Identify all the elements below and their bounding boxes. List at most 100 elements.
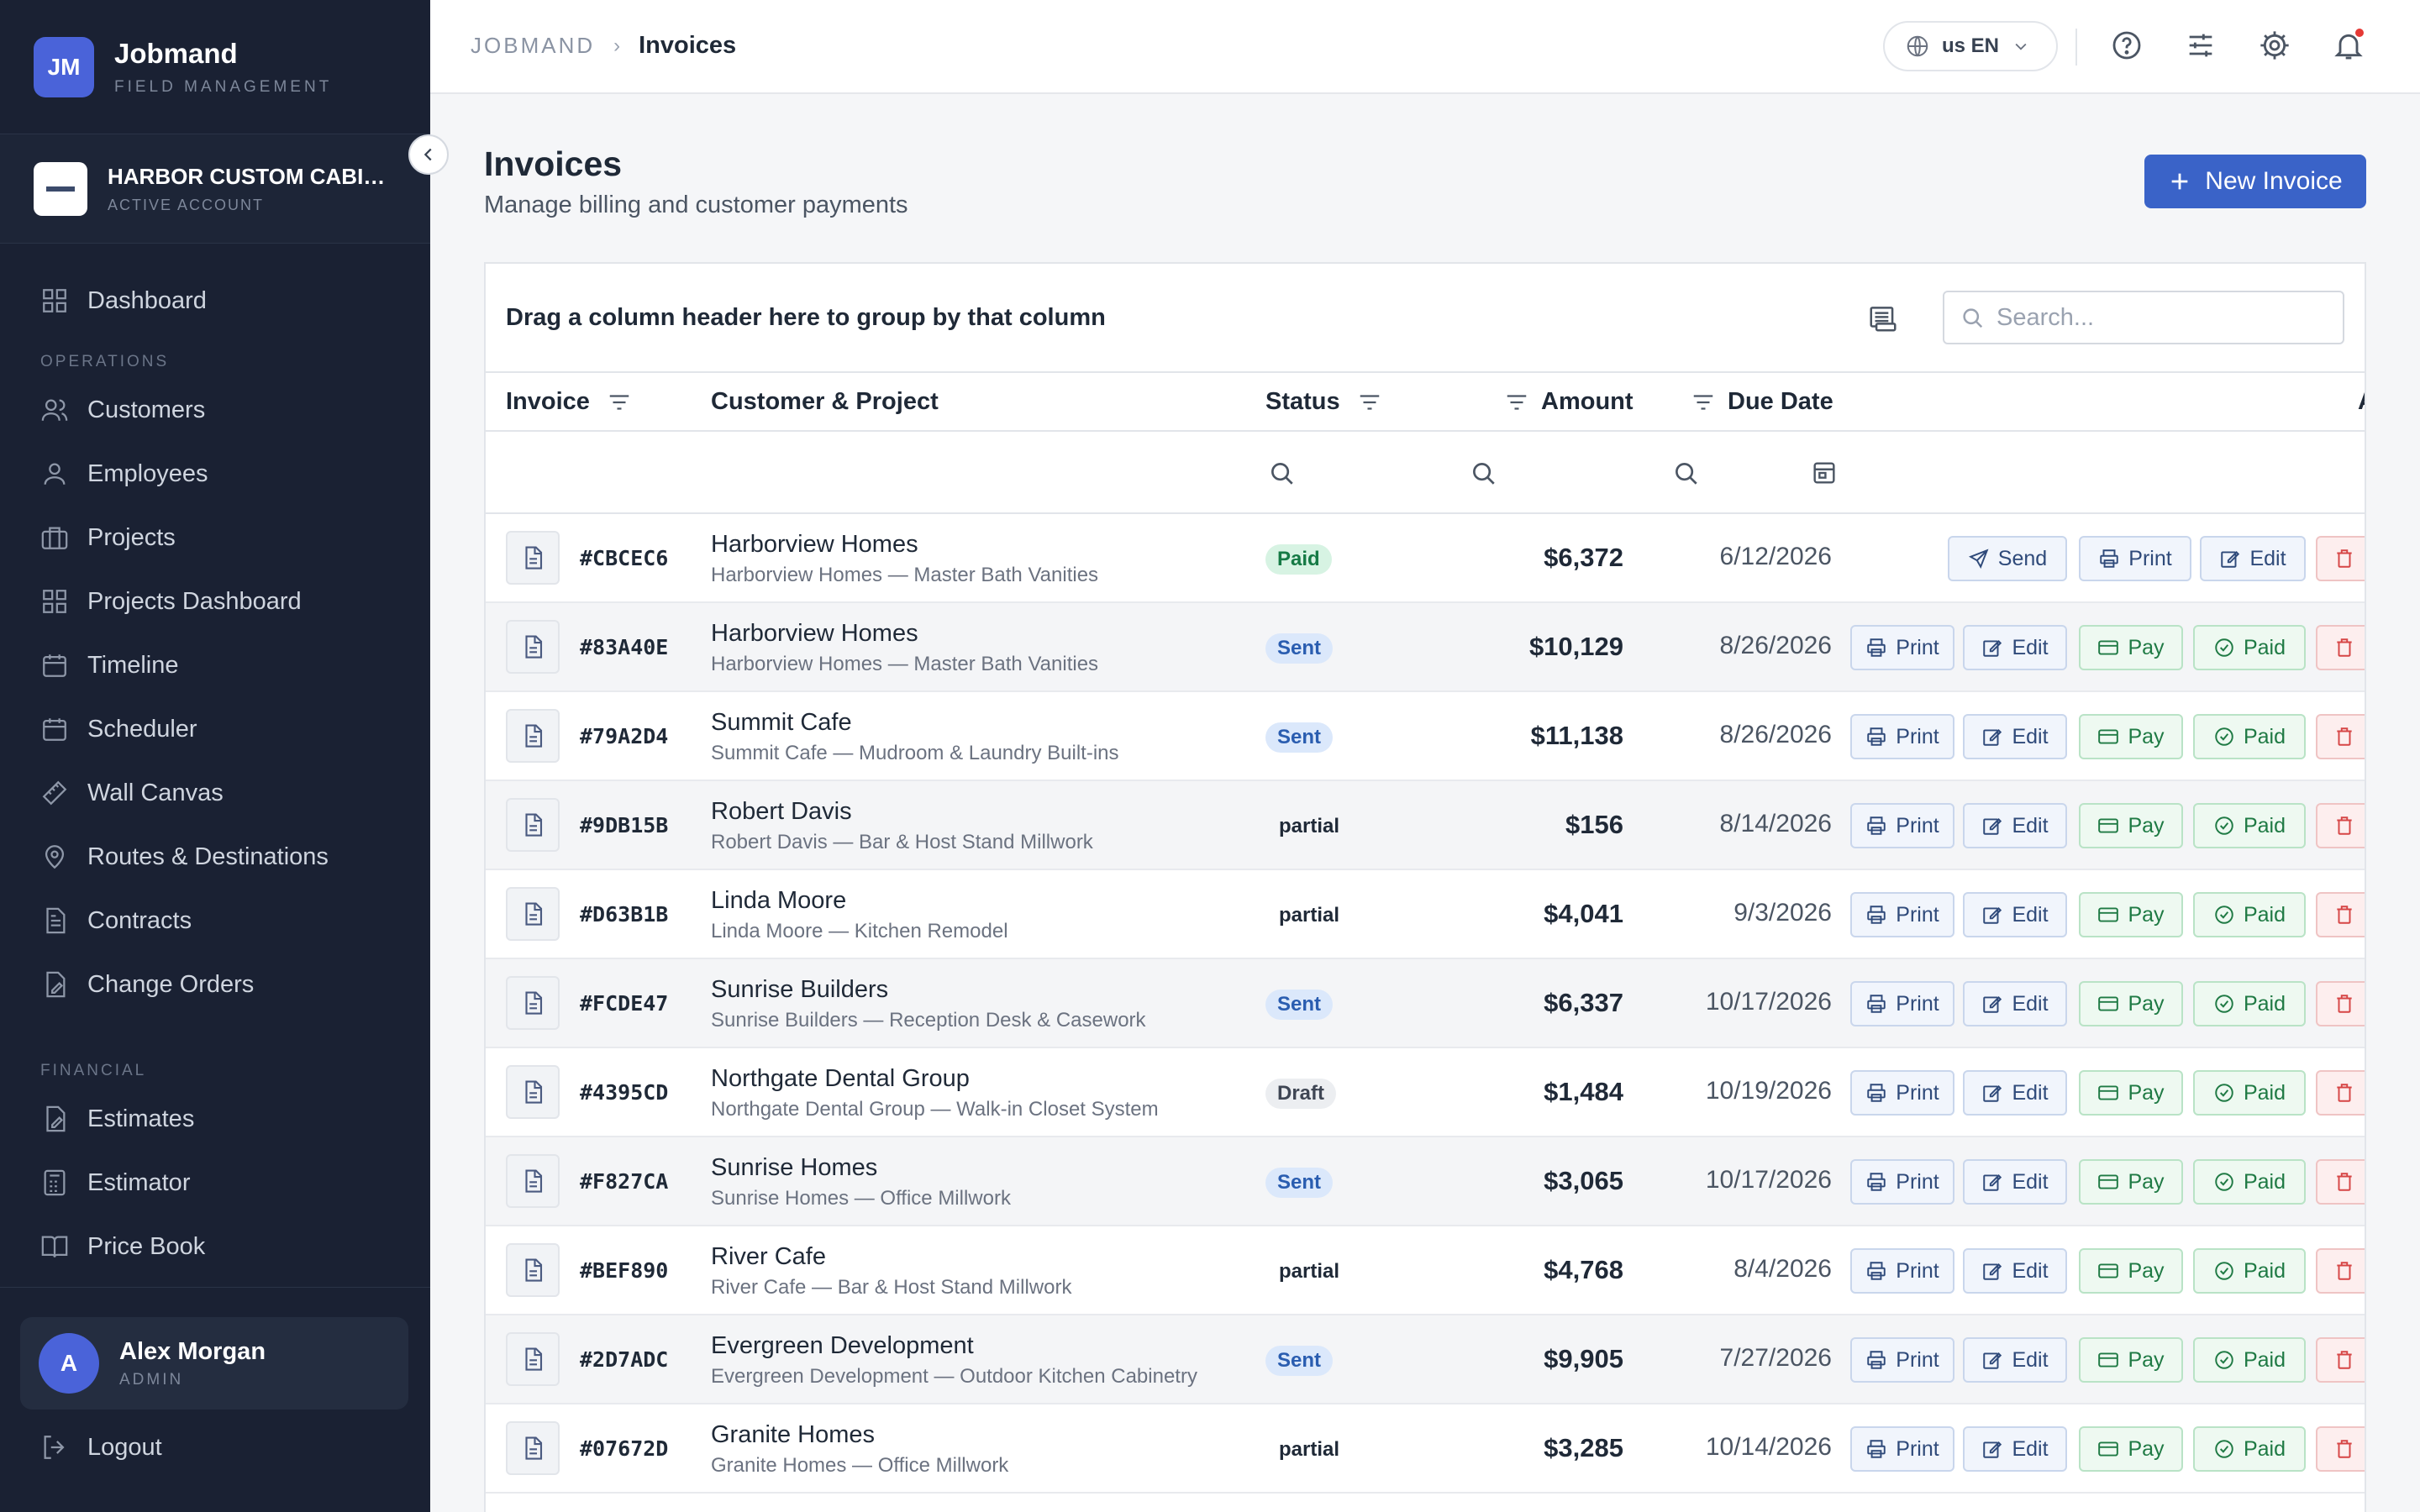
edit-button[interactable]: Edit [1963,1070,2067,1116]
edit-button[interactable]: Edit [1963,981,2067,1026]
edit-button[interactable]: Edit [1963,1426,2067,1472]
edit-button[interactable]: Edit [1963,1337,2067,1383]
mark-paid-button[interactable]: Paid [2193,1159,2306,1205]
mark-paid-button[interactable]: Paid [2193,714,2306,759]
invoice-document-icon[interactable] [506,798,560,852]
mark-paid-button[interactable]: Paid [2193,625,2306,670]
print-button[interactable]: Print [1850,803,1954,848]
language-selector[interactable]: us EN [1883,21,2058,71]
sidebar-item-estimates[interactable]: Estimates [0,1087,430,1151]
table-row[interactable]: #4395CD Northgate Dental Group Northgate D… [486,1048,2365,1137]
invoice-number[interactable]: #FCDE47 [580,991,669,1016]
delete-button[interactable] [2316,1159,2365,1205]
bell-icon[interactable] [2332,29,2365,62]
invoice-number[interactable]: #D63B1B [580,902,669,927]
filter-icon[interactable] [607,390,632,415]
search-icon[interactable] [1267,459,1296,487]
filter-icon[interactable] [1357,390,1382,415]
column-header-due-date[interactable]: Due Date [1691,388,1833,416]
edit-button[interactable]: Edit [1963,1248,2067,1294]
search-input[interactable] [1996,303,2316,332]
table-row[interactable]: #FCDE47 Sunrise Builders Sunrise Builders … [486,959,2365,1048]
sidebar-collapse-button[interactable] [408,134,449,175]
invoice-document-icon[interactable] [506,531,560,585]
invoice-document-icon[interactable] [506,709,560,763]
group-panel[interactable]: Drag a column header here to group by th… [486,264,2365,373]
filter-icon[interactable] [1691,390,1716,415]
table-row[interactable]: #9DB15B Robert Davis Robert Davis — Bar & … [486,781,2365,870]
search-field[interactable] [1943,291,2344,344]
invoice-document-icon[interactable] [506,1332,560,1386]
sidebar-item-routes[interactable]: Routes & Destinations [0,825,430,889]
delete-button[interactable] [2316,625,2365,670]
invoice-number[interactable]: #BEF890 [580,1258,669,1283]
table-row[interactable]: #BEF890 River Cafe River Cafe — Bar & Host… [486,1226,2365,1315]
column-header-customer[interactable]: Customer & Project [711,388,939,416]
invoice-document-icon[interactable] [506,1154,560,1208]
pay-button[interactable]: Pay [2079,1159,2183,1205]
pay-button[interactable]: Pay [2079,714,2183,759]
delete-button[interactable] [2316,981,2365,1026]
invoice-number[interactable]: #4395CD [580,1080,669,1105]
invoice-document-icon[interactable] [506,1065,560,1119]
invoice-number[interactable]: #9DB15B [580,813,669,837]
table-row[interactable]: #CBCEC6 Harborview Homes Harborview Homes … [486,514,2365,603]
mark-paid-button[interactable]: Paid [2193,803,2306,848]
column-header-amount[interactable]: Amount [1504,388,1634,416]
pay-button[interactable]: Pay [2079,1070,2183,1116]
invoice-number[interactable]: #79A2D4 [580,724,669,748]
table-row[interactable]: #D63B1B Linda Moore Linda Moore — Kitchen … [486,870,2365,959]
table-row[interactable]: #2D7ADC Evergreen Development Evergreen De… [486,1315,2365,1404]
delete-button[interactable] [2316,1070,2365,1116]
delete-button[interactable] [2316,1248,2365,1294]
delete-button[interactable] [2316,1426,2365,1472]
sidebar-item-projects-dashboard[interactable]: Projects Dashboard [0,570,430,633]
column-header-invoice[interactable]: Invoice [506,388,632,416]
gear-icon[interactable] [2258,29,2291,62]
mark-paid-button[interactable]: Paid [2193,1337,2306,1383]
column-header-status[interactable]: Status [1265,388,1382,416]
sidebar-item-contracts[interactable]: Contracts [0,889,430,953]
pay-button[interactable]: Pay [2079,1426,2183,1472]
edit-button[interactable]: Edit [1963,892,2067,937]
sidebar-item-scheduler[interactable]: Scheduler [0,697,430,761]
filter-icon[interactable] [1504,390,1529,415]
column-chooser-icon[interactable] [1867,302,1899,334]
edit-button[interactable]: Edit [1963,625,2067,670]
print-button[interactable]: Print [1850,625,1954,670]
table-row[interactable]: #07672D Granite Homes Granite Homes — Offi… [486,1404,2365,1494]
print-button[interactable]: Print [1850,1426,1954,1472]
mark-paid-button[interactable]: Paid [2193,1070,2306,1116]
delete-button[interactable] [2316,536,2365,581]
search-icon[interactable] [1469,459,1497,487]
pay-button[interactable]: Pay [2079,1337,2183,1383]
table-row[interactable]: #83A40E Harborview Homes Harborview Homes … [486,603,2365,692]
invoice-number[interactable]: #07672D [580,1436,669,1461]
delete-button[interactable] [2316,1337,2365,1383]
invoice-document-icon[interactable] [506,620,560,674]
mark-paid-button[interactable]: Paid [2193,1426,2306,1472]
print-button[interactable]: Print [1850,714,1954,759]
invoice-document-icon[interactable] [506,887,560,941]
pay-button[interactable]: Pay [2079,1248,2183,1294]
edit-button[interactable]: Edit [2200,536,2306,581]
sidebar-item-employees[interactable]: Employees [0,442,430,506]
sidebar-item-estimator[interactable]: Estimator [0,1151,430,1215]
mark-paid-button[interactable]: Paid [2193,1248,2306,1294]
logout-button[interactable]: Logout [40,1433,162,1462]
new-invoice-button[interactable]: New Invoice [2144,155,2366,208]
print-button[interactable]: Print [1850,1070,1954,1116]
delete-button[interactable] [2316,892,2365,937]
invoice-document-icon[interactable] [506,1243,560,1297]
sidebar-item-timeline[interactable]: Timeline [0,633,430,697]
print-button[interactable]: Print [1850,1248,1954,1294]
delete-button[interactable] [2316,803,2365,848]
pay-button[interactable]: Pay [2079,892,2183,937]
table-row[interactable]: #F827CA Sunrise Homes Sunrise Homes — Offi… [486,1137,2365,1226]
pay-button[interactable]: Pay [2079,981,2183,1026]
delete-button[interactable] [2316,714,2365,759]
pay-button[interactable]: Pay [2079,625,2183,670]
invoice-document-icon[interactable] [506,976,560,1030]
sidebar-item-projects[interactable]: Projects [0,506,430,570]
print-button[interactable]: Print [1850,1337,1954,1383]
